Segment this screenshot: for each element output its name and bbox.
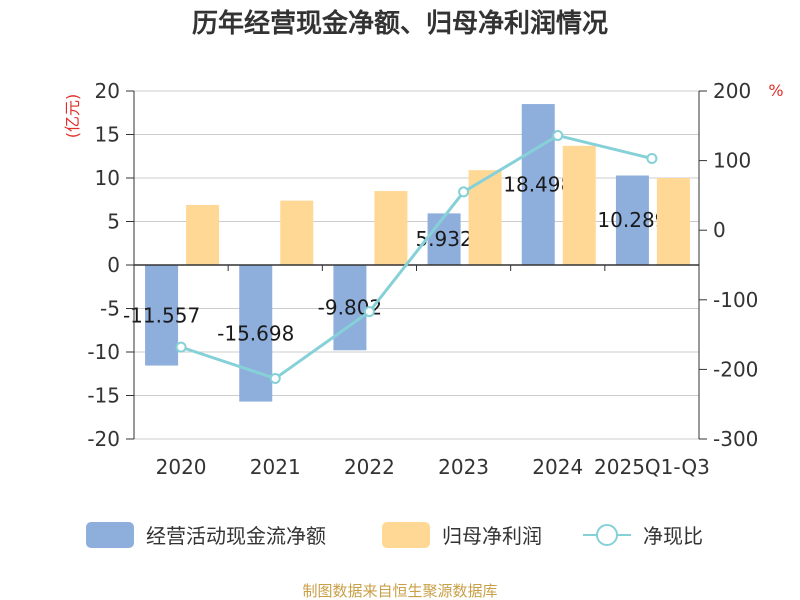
left-axis-unit-label: (亿元) — [63, 94, 82, 139]
cash-ratio-point-2022 — [363, 306, 375, 318]
category-label-2020: 2020 — [156, 455, 207, 479]
source-footer: 制图数据来自恒生聚源数据库 — [302, 582, 497, 600]
left-axis-tick-label: -10 — [87, 340, 120, 364]
cash-flow-data-label-2020: -11.557 — [123, 303, 200, 327]
legend-swatch-cash-ratio-marker — [596, 524, 618, 546]
cash-flow-bar-2025Q1-Q3 — [615, 175, 649, 265]
left-axis-tick-labels: 20 15 10 5 0 -5 -10 -15 -20 — [87, 79, 120, 451]
legend-label-cash-ratio: 净现比 — [643, 524, 703, 548]
legend: 经营活动现金流净额 归母净利润 净现比 — [86, 522, 703, 548]
left-axis-tick-label: 0 — [107, 253, 120, 277]
legend-item-net-profit[interactable]: 归母净利润 — [382, 522, 542, 548]
cash-ratio-point-2025Q1-Q3 — [646, 153, 658, 165]
net-profit-bar-2025Q1-Q3 — [656, 178, 690, 265]
legend-swatch-net-profit — [382, 522, 430, 548]
left-axis-tick-label: 15 — [95, 123, 120, 147]
right-axis-tick-label: 0 — [713, 218, 726, 242]
cash-flow-bar-2021 — [239, 265, 273, 402]
left-axis-tick-label: 5 — [107, 210, 120, 234]
chart-title: 历年经营现金净额、归母净利润情况 — [192, 8, 608, 39]
left-axis-tick-label: 10 — [95, 166, 120, 190]
cash-flow-bar-2022 — [333, 265, 367, 351]
cash-ratio-polyline — [180, 134, 653, 380]
left-axis-tick-label: -20 — [87, 427, 120, 451]
net-profit-bar-2020 — [186, 204, 220, 265]
left-axis-tick-label: -5 — [100, 297, 120, 321]
category-label-2021: 2021 — [250, 455, 301, 479]
legend-swatch-cash-flow — [86, 522, 134, 548]
category-label-2025Q1-Q3: 2025Q1-Q3 — [594, 455, 710, 479]
cash-flow-bar-2024 — [521, 104, 555, 265]
category-label-2023: 2023 — [438, 455, 489, 479]
cash-flow-bars — [145, 104, 649, 402]
right-axis-tick-label: 200 — [713, 79, 751, 103]
cash-ratio-point-2024 — [552, 130, 564, 142]
net-profit-bars — [186, 145, 690, 265]
cash-ratio-point-2020 — [175, 341, 187, 353]
cash-ratio-line — [175, 130, 658, 384]
net-profit-bar-2021 — [280, 200, 314, 265]
cash-flow-data-label-2024: 18.498 — [503, 173, 573, 197]
legend-item-cash-ratio[interactable]: 净现比 — [583, 524, 703, 548]
right-axis-tick-label: -100 — [713, 288, 758, 312]
cash-ratio-point-2021 — [269, 372, 281, 384]
right-axis-unit-label: % — [768, 81, 783, 100]
net-profit-bar-2022 — [374, 191, 408, 265]
cash-flow-data-label-2021: -15.698 — [217, 321, 294, 345]
cash-flow-data-label-2023: 5.932 — [415, 227, 472, 251]
right-axis-tick-labels: 200 100 0 -100 -200 -300 — [713, 79, 758, 451]
cash-flow-bar-2023 — [427, 213, 461, 265]
cash-flow-data-label-2025Q1-Q3: 10.289 — [597, 208, 667, 232]
net-profit-bar-2024 — [562, 145, 596, 265]
category-label-2022: 2022 — [344, 455, 395, 479]
category-axis-labels: 2020 2021 2022 2023 2024 2025Q1-Q3 — [156, 455, 710, 479]
axes — [126, 90, 707, 440]
right-axis-tick-label: -200 — [713, 357, 758, 381]
legend-label-net-profit: 归母净利润 — [442, 524, 542, 548]
cash-ratio-point-2023 — [458, 186, 470, 198]
category-label-2024: 2024 — [532, 455, 583, 479]
legend-item-cash-flow[interactable]: 经营活动现金流净额 — [86, 522, 326, 548]
left-axis-tick-label: -15 — [87, 384, 120, 408]
left-axis-tick-label: 20 — [95, 79, 120, 103]
right-axis-tick-label: -300 — [713, 427, 758, 451]
cash-flow-bar-2020 — [145, 265, 179, 366]
legend-label-cash-flow: 经营活动现金流净额 — [146, 524, 326, 548]
right-axis-tick-label: 100 — [713, 149, 751, 173]
